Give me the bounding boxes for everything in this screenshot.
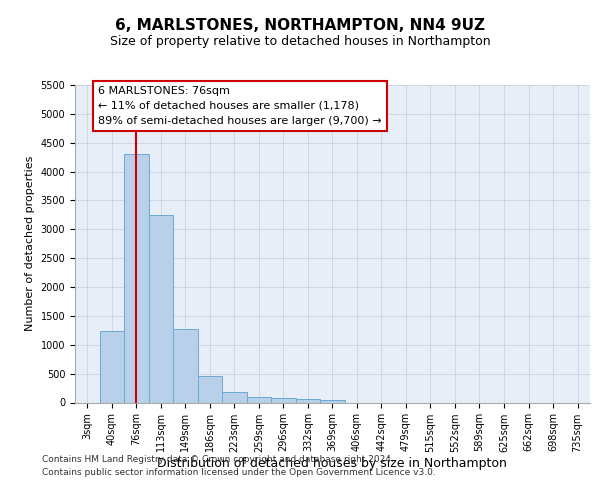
Text: Contains HM Land Registry data © Crown copyright and database right 2024.: Contains HM Land Registry data © Crown c…	[42, 456, 394, 464]
Bar	[100, 332, 124, 402]
Bar	[271, 398, 296, 402]
X-axis label: Distribution of detached houses by size in Northampton: Distribution of detached houses by size …	[157, 458, 508, 470]
Text: 6 MARLSTONES: 76sqm
← 11% of detached houses are smaller (1,178)
89% of semi-det: 6 MARLSTONES: 76sqm ← 11% of detached ho…	[98, 86, 382, 126]
Text: 6, MARLSTONES, NORTHAMPTON, NN4 9UZ: 6, MARLSTONES, NORTHAMPTON, NN4 9UZ	[115, 18, 485, 32]
Y-axis label: Number of detached properties: Number of detached properties	[25, 156, 35, 332]
Bar	[124, 154, 149, 402]
Bar	[296, 400, 320, 402]
Bar	[247, 396, 271, 402]
Bar	[197, 376, 222, 402]
Text: Contains public sector information licensed under the Open Government Licence v3: Contains public sector information licen…	[42, 468, 436, 477]
Text: Size of property relative to detached houses in Northampton: Size of property relative to detached ho…	[110, 35, 490, 48]
Bar	[173, 329, 197, 402]
Bar	[320, 400, 344, 402]
Bar	[149, 215, 173, 402]
Bar	[222, 392, 247, 402]
